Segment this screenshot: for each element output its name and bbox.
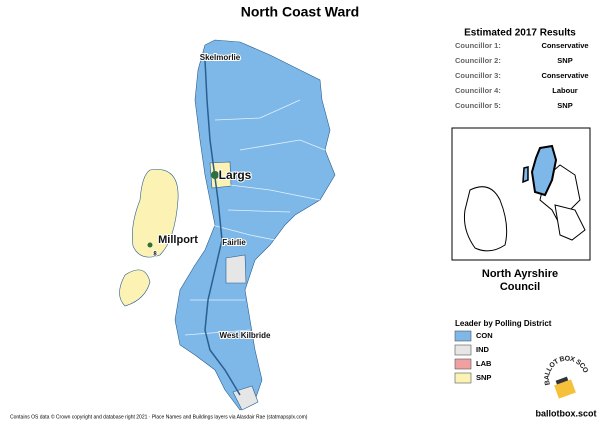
legend-label: SNP	[476, 373, 491, 382]
great-cumbrae	[132, 169, 179, 258]
councillor-label: Councillor 2:	[455, 56, 501, 65]
councillor-party: SNP	[557, 101, 572, 110]
legend-swatch	[454, 358, 472, 370]
legend-swatch	[454, 330, 472, 342]
little-cumbrae	[119, 269, 151, 307]
place-labels: Skelmorlie Largs Millport 8 Fairlie West…	[152, 52, 272, 341]
legend-swatch	[454, 372, 472, 384]
councillor-label: Councillor 4:	[455, 86, 501, 95]
title: North Coast Ward	[241, 4, 359, 20]
councillor-party: Labour	[552, 86, 577, 95]
ind-district	[225, 254, 247, 284]
place-label: Skelmorlie	[200, 53, 241, 62]
inset-label: North Ayrshire Council	[481, 268, 559, 293]
place-label: Fairlie	[222, 238, 246, 247]
legend-label: IND	[476, 345, 490, 354]
councillor-party: Conservative	[541, 41, 588, 50]
credit: Contains OS data © Crown copyright and d…	[10, 413, 308, 420]
results-title: Estimated 2017 Results	[464, 28, 576, 39]
councillor-label: Councillor 1:	[455, 41, 501, 50]
legend-swatch	[454, 344, 472, 356]
place-label: 8	[153, 252, 157, 258]
results-table: Councillor 1: Conservative Councillor 2: SN…	[455, 41, 589, 110]
mainland	[174, 39, 336, 411]
legend-label: CON	[476, 331, 493, 340]
councillor-label: Councillor 5:	[455, 101, 501, 110]
place-label: Largs	[219, 168, 252, 182]
place-label: West Kilbride	[220, 331, 272, 340]
legend-title: Leader by Polling District	[455, 319, 552, 328]
ind-district	[232, 385, 259, 411]
ward-map	[119, 39, 336, 411]
councillor-party: Conservative	[541, 71, 588, 80]
inset-map	[464, 144, 586, 252]
place-label: Millport	[158, 234, 198, 246]
councillor-label: Councillor 3:	[455, 71, 501, 80]
logo-site: ballotbox.scot	[535, 408, 596, 418]
legend: CON IND LAB SNP	[454, 330, 493, 384]
legend-label: LAB	[476, 359, 492, 368]
councillor-party: SNP	[557, 56, 572, 65]
inset-frame	[451, 127, 591, 261]
